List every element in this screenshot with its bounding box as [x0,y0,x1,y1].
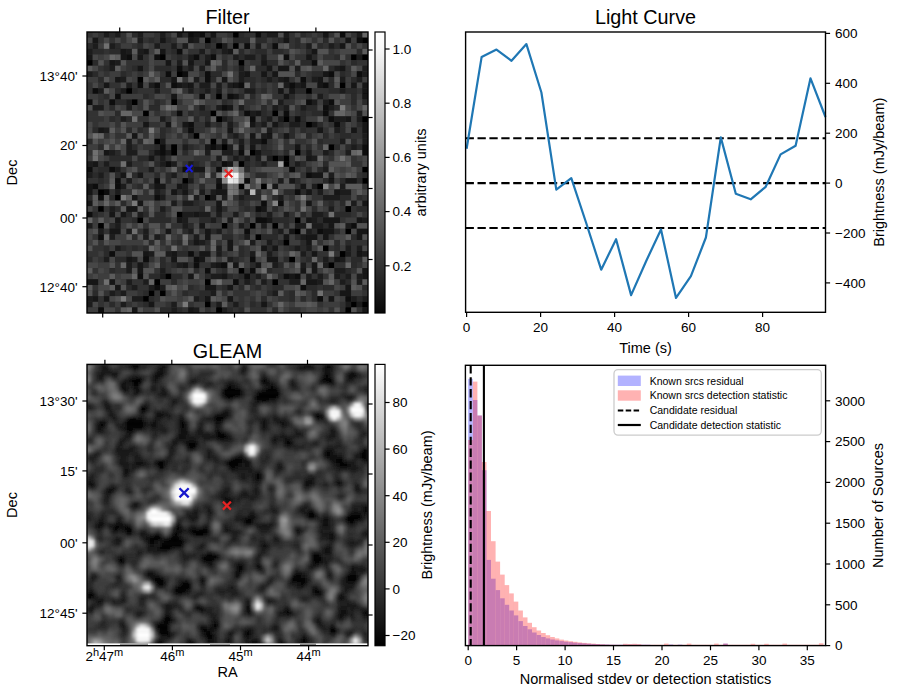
svg-text:Known srcs detection statistic: Known srcs detection statistic [650,389,788,401]
svg-text:−200: −200 [835,226,865,241]
svg-text:13°40': 13°40' [39,69,77,84]
svg-text:Dec: Dec [4,160,20,186]
svg-text:0: 0 [835,176,843,191]
svg-text:30: 30 [751,653,766,668]
svg-text:0.6: 0.6 [393,150,412,165]
svg-text:Time (s): Time (s) [619,340,672,356]
svg-text:0: 0 [463,320,471,335]
svg-text:Candidate residual: Candidate residual [650,404,738,416]
svg-text:13°30': 13°30' [39,394,77,409]
svg-text:−400: −400 [835,276,865,291]
svg-text:2500: 2500 [835,434,865,449]
svg-text:arbitrary units: arbitrary units [413,129,429,217]
svg-text:3000: 3000 [835,394,865,409]
svg-text:0: 0 [835,638,843,653]
svg-text:60: 60 [681,320,696,335]
svg-text:Candidate detection statistic: Candidate detection statistic [650,419,781,431]
svg-text:−20: −20 [393,628,416,643]
svg-text:00': 00' [60,536,78,551]
svg-text:12°45': 12°45' [39,606,77,621]
svg-text:25: 25 [703,653,718,668]
svg-text:15': 15' [60,464,78,479]
svg-text:Known srcs residual: Known srcs residual [650,375,744,387]
svg-text:Brightness (mJy/beam): Brightness (mJy/beam) [419,430,435,579]
svg-text:0.8: 0.8 [393,96,412,111]
svg-text:20: 20 [654,653,669,668]
svg-text:15: 15 [606,653,621,668]
svg-text:60: 60 [393,442,408,457]
svg-text:20: 20 [533,320,548,335]
svg-text:1500: 1500 [835,516,865,531]
svg-text:1000: 1000 [835,557,865,572]
svg-text:12°40': 12°40' [39,280,77,295]
svg-text:80: 80 [755,320,770,335]
svg-text:0.2: 0.2 [393,259,412,274]
svg-text:5: 5 [513,653,521,668]
svg-text:RA: RA [217,664,237,680]
svg-text:200: 200 [835,126,858,141]
svg-text:0.4: 0.4 [393,204,412,219]
svg-text:Filter: Filter [206,6,250,28]
svg-text:00': 00' [60,211,78,226]
svg-text:1.0: 1.0 [393,42,412,57]
svg-text:20: 20 [393,535,408,550]
svg-text:2000: 2000 [835,475,865,490]
svg-text:Normalised stdev or detection: Normalised stdev or detection statistics [520,671,771,687]
svg-text:0: 0 [393,582,401,597]
svg-text:Dec: Dec [4,492,20,518]
svg-text:500: 500 [835,598,858,613]
svg-text:Light Curve: Light Curve [595,6,696,28]
svg-text:35: 35 [800,653,815,668]
svg-text:GLEAM: GLEAM [193,340,262,362]
svg-text:400: 400 [835,76,858,91]
svg-text:0: 0 [464,653,472,668]
svg-text:10: 10 [558,653,573,668]
svg-text:80: 80 [393,395,408,410]
svg-text:Number of Sources: Number of Sources [870,443,886,568]
svg-text:40: 40 [393,489,408,504]
svg-text:40: 40 [607,320,622,335]
svg-text:600: 600 [835,26,858,41]
svg-text:20': 20' [60,138,78,153]
svg-text:Brightness (mJy/beam): Brightness (mJy/beam) [871,98,887,247]
